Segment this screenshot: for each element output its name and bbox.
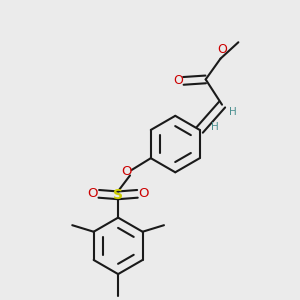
Text: H: H [211,122,219,132]
Text: O: O [138,187,148,200]
Text: O: O [121,165,131,178]
Text: H: H [230,107,237,117]
Text: O: O [88,187,98,200]
Text: O: O [217,43,227,56]
Text: S: S [113,188,123,202]
Text: O: O [173,74,183,86]
